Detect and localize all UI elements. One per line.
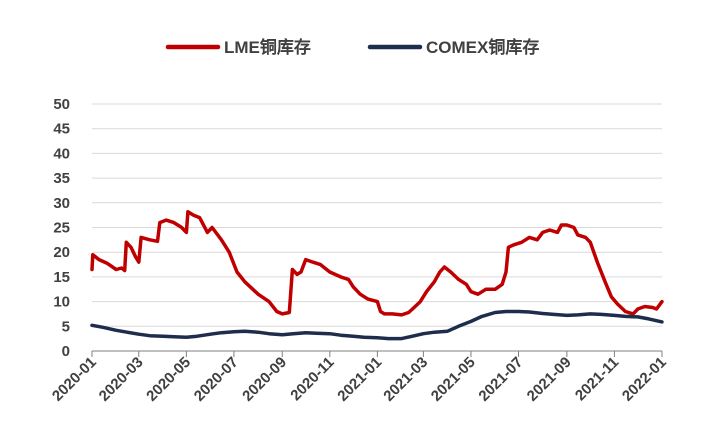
y-tick-label: 50 xyxy=(53,96,70,113)
x-tick-label: 2020-01 xyxy=(49,354,100,405)
x-tick-label: 2020-09 xyxy=(239,354,290,405)
y-tick-label: 30 xyxy=(53,195,70,212)
series-layer xyxy=(90,209,664,341)
x-tick-label: 2021-03 xyxy=(380,354,431,405)
y-axis-ticks: 0 5 10 15 20 25 30 35 40 45 50 xyxy=(53,96,70,360)
y-tick-label: 10 xyxy=(53,294,70,311)
x-tick-label: 2021-07 xyxy=(475,354,526,405)
series-line-1 xyxy=(90,309,664,341)
y-tick-label: 25 xyxy=(53,220,70,237)
y-tick-label: 0 xyxy=(62,343,70,360)
y-tick-label: 15 xyxy=(53,269,70,286)
y-tick-label: 45 xyxy=(53,121,70,138)
y-tick-label: 20 xyxy=(53,244,70,261)
x-tick-label: 2021-01 xyxy=(334,354,385,405)
series-line-0 xyxy=(90,209,664,317)
grid xyxy=(92,103,662,327)
legend-label-comex: COMEX铜库存 xyxy=(426,37,539,57)
y-tick-label: 35 xyxy=(53,170,70,187)
legend-label-lme: LME铜库存 xyxy=(224,37,311,57)
x-tick-label: 2021-09 xyxy=(524,354,575,405)
legend: LME铜库存 COMEX铜库存 xyxy=(165,37,539,57)
x-tick-label: 2021-11 xyxy=(572,354,622,404)
x-axis-ticks: 2020-012020-032020-052020-072020-092020-… xyxy=(49,351,670,405)
y-tick-label: 5 xyxy=(62,318,70,335)
x-tick-label: 2022-01 xyxy=(619,354,670,405)
x-tick-label: 2020-05 xyxy=(143,354,194,405)
x-tick-label: 2020-07 xyxy=(191,354,242,405)
y-tick-label: 40 xyxy=(53,145,70,162)
x-tick-label: 2020-11 xyxy=(287,354,337,404)
x-tick-label: 2020-03 xyxy=(96,354,147,405)
x-tick-label: 2021-05 xyxy=(428,354,479,405)
